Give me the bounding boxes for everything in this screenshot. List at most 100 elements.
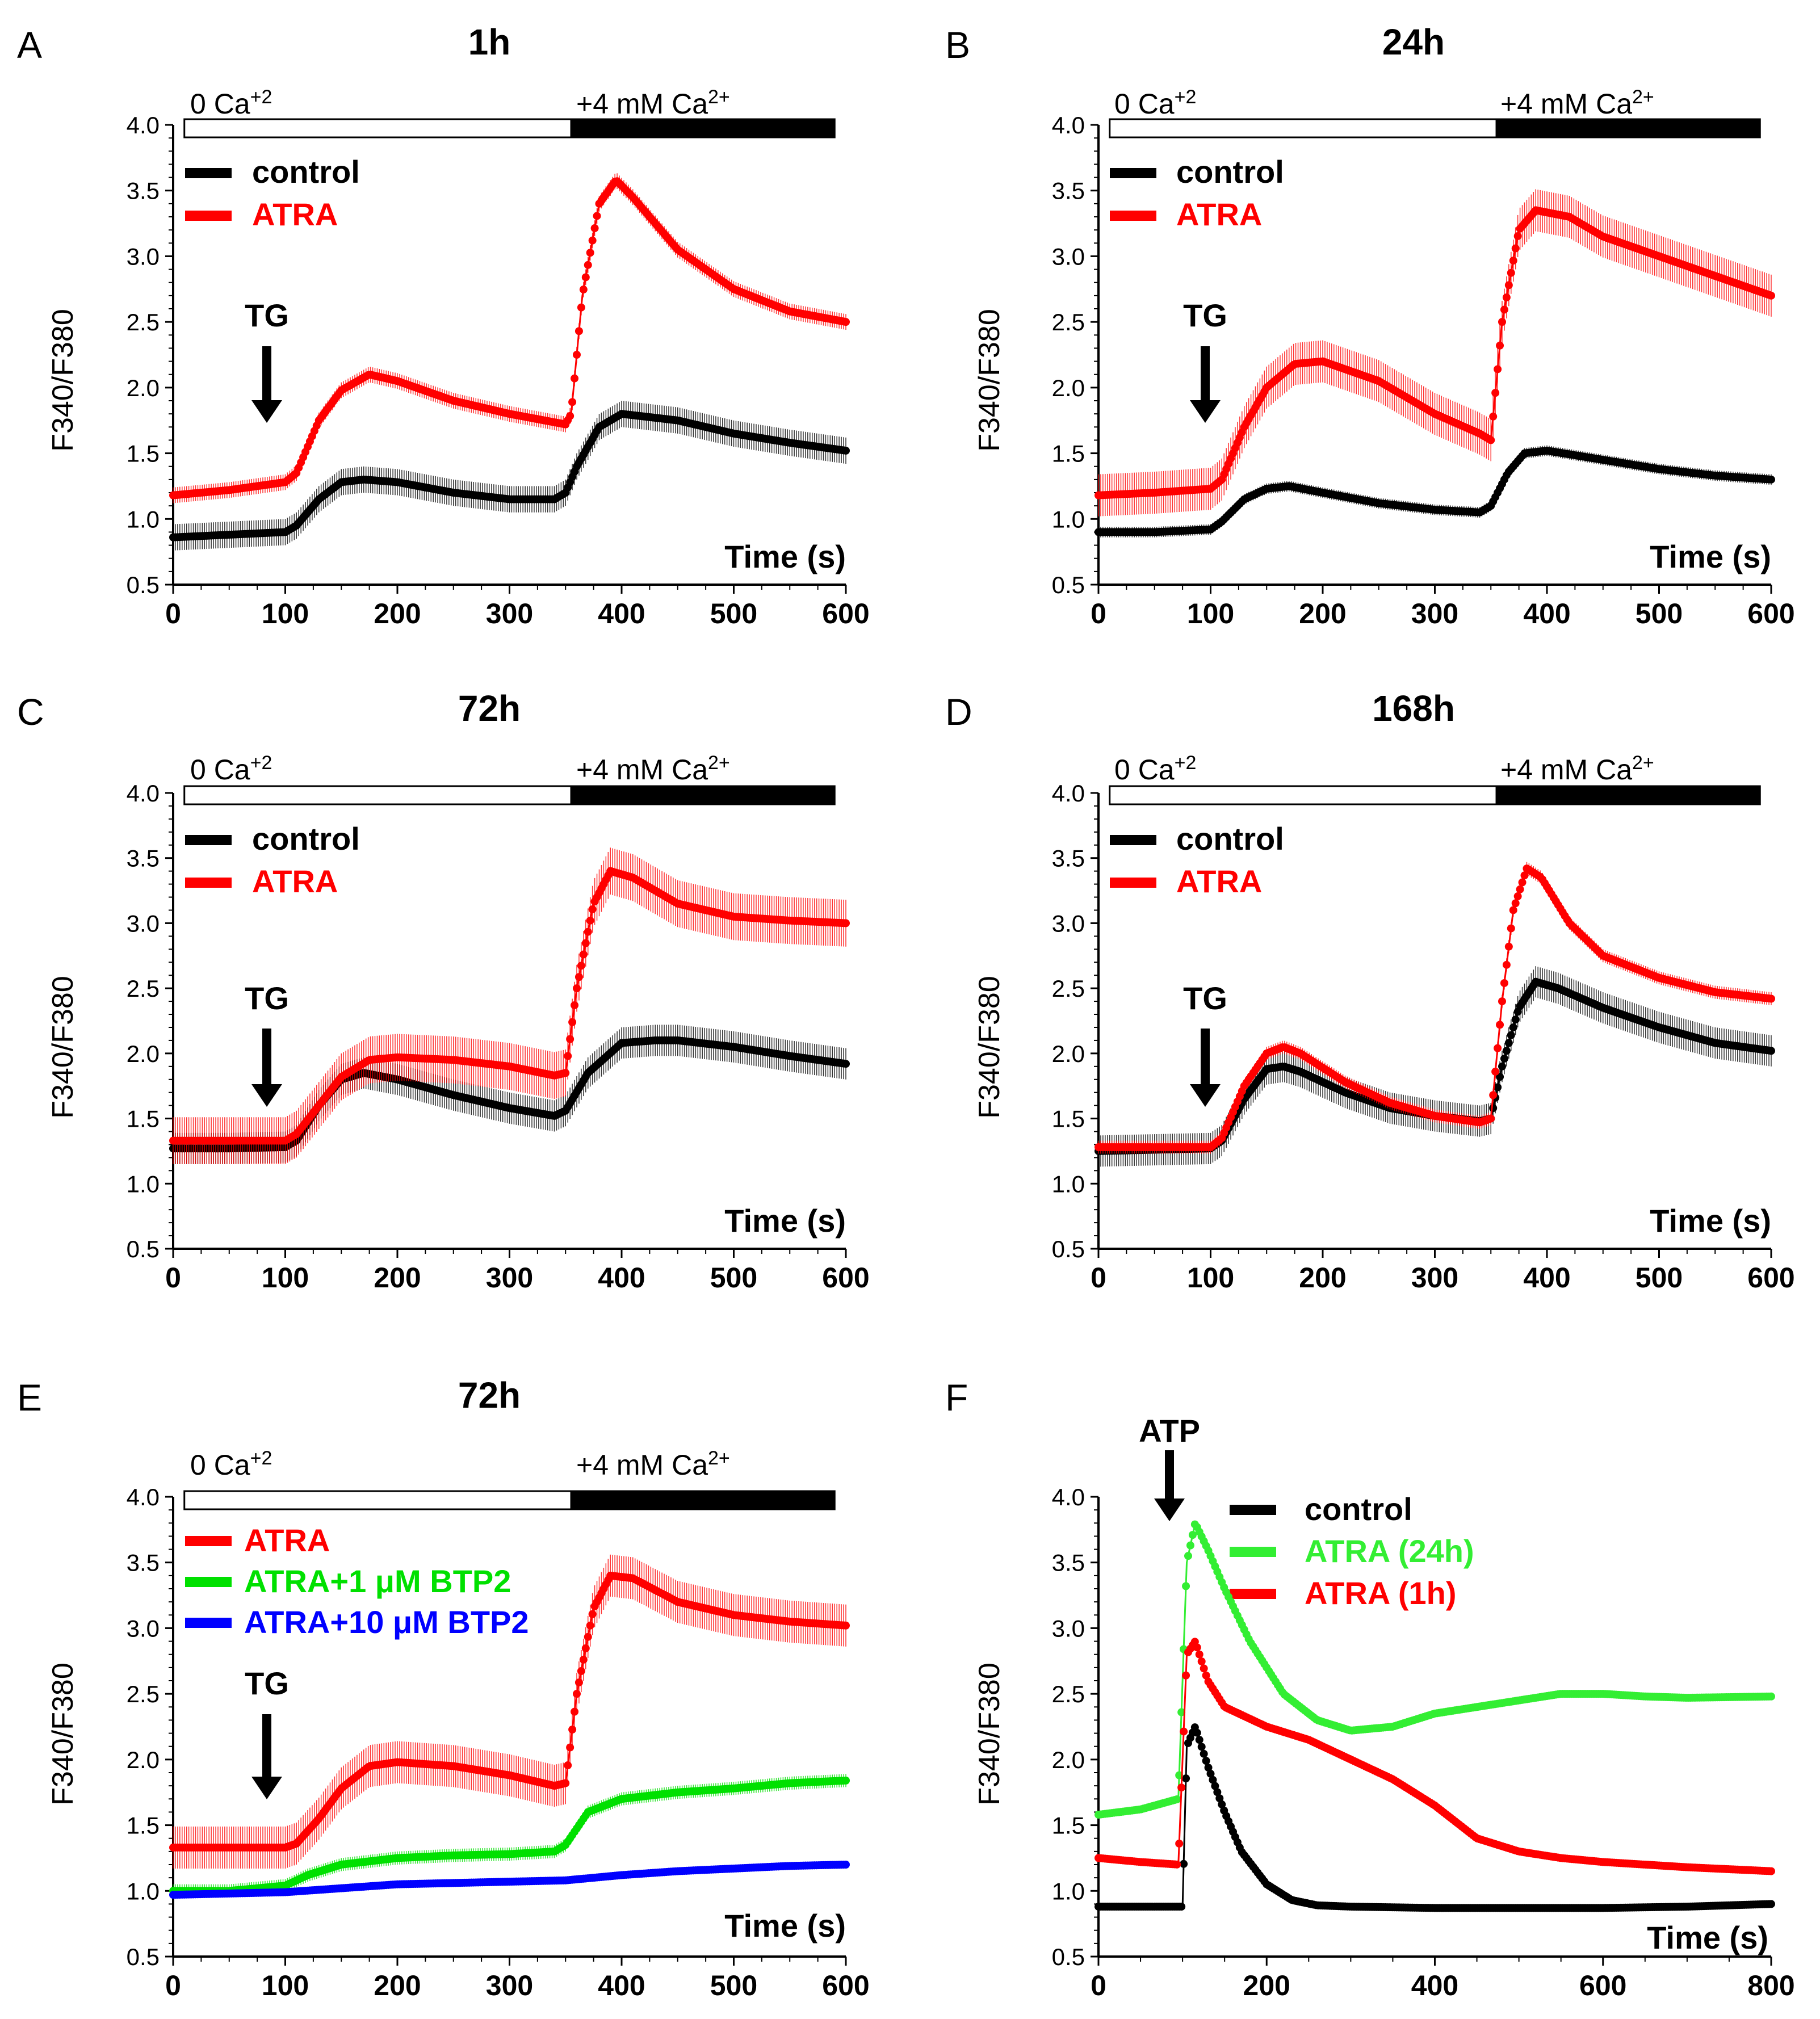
data-point	[1489, 1104, 1498, 1113]
y-tick-label: 4.0	[1052, 112, 1085, 138]
x-tick-label: 0	[165, 1262, 181, 1294]
data-point	[842, 919, 850, 927]
x-tick-label: 600	[822, 598, 869, 629]
data-point	[1487, 436, 1495, 444]
panel-title: 168h	[1372, 688, 1455, 729]
data-point	[842, 318, 850, 326]
add-ca-label: +4 mM Ca2+	[576, 752, 730, 786]
data-point	[1504, 942, 1513, 951]
data-point	[1496, 1021, 1504, 1029]
data-point	[590, 224, 599, 233]
y-axis-label: F340/F380	[47, 976, 79, 1119]
x-tick-label: 600	[1747, 1262, 1794, 1294]
x-tick-label: 500	[1636, 1262, 1683, 1294]
panel-a: A 1h F340/F380 control ATRA TG 0 Ca+2 +4…	[17, 22, 870, 629]
data-point	[1504, 281, 1513, 289]
panel-d: D 168h F340/F380 control ATRA TG 0 Ca+2 …	[945, 688, 1795, 1294]
y-tick-label: 2.5	[1052, 309, 1085, 335]
data-point	[1498, 318, 1506, 326]
x-tick-label: 300	[1411, 598, 1458, 629]
zero-ca-bar	[1109, 785, 1498, 805]
x-tick-label: 600	[1747, 598, 1794, 629]
y-tick-label: 2.5	[127, 309, 160, 335]
y-tick-label: 2.0	[127, 1040, 160, 1067]
zero-ca-label: 0 Ca+2	[1114, 752, 1196, 786]
data-point	[581, 273, 590, 282]
data-point	[577, 303, 585, 312]
data-point	[581, 939, 590, 947]
tg-label: TG	[1183, 980, 1227, 1016]
y-tick-label: 2.0	[1052, 1040, 1085, 1067]
data-point	[566, 1035, 574, 1043]
zero-ca-label: 0 Ca+2	[190, 86, 272, 120]
y-tick-label: 0.5	[1052, 1236, 1085, 1262]
x-tick-label: 200	[374, 598, 421, 629]
data-point	[1491, 389, 1500, 397]
data-point	[1518, 878, 1527, 887]
x-tick-label: 500	[710, 598, 757, 629]
add-ca-label: +4 mM Ca2+	[1500, 86, 1654, 120]
y-tick-label: 1.0	[127, 506, 160, 532]
add-ca-label: +4 mM Ca2+	[576, 86, 730, 120]
y-axis-label: F340/F380	[973, 309, 1006, 452]
arrow-head	[251, 400, 282, 423]
y-axis-label: F340/F380	[47, 309, 79, 452]
x-tick-label: 0	[1091, 598, 1106, 629]
data-point	[588, 236, 597, 245]
data-point	[1504, 1039, 1513, 1047]
series-atra	[1094, 189, 1775, 517]
data-point	[1511, 899, 1520, 908]
data-point	[1502, 1047, 1511, 1055]
x-tick-label: 200	[1299, 598, 1346, 629]
series-control	[1094, 445, 1775, 538]
data-point	[1502, 960, 1511, 969]
data-point	[1491, 1067, 1500, 1076]
data-point	[1498, 997, 1506, 1006]
y-tick-label: 2.0	[1052, 375, 1085, 401]
data-point	[586, 916, 594, 925]
data-point	[1511, 1015, 1520, 1024]
y-tick-label: 3.0	[1052, 243, 1085, 270]
data-point	[1507, 268, 1515, 277]
y-tick-label: 3.5	[127, 178, 160, 204]
data-point	[1498, 1062, 1506, 1071]
add-ca-bar	[570, 785, 836, 805]
data-point	[1509, 257, 1517, 265]
x-tick-label: 100	[1187, 598, 1234, 629]
data-point	[1502, 293, 1511, 301]
data-point	[568, 398, 577, 406]
data-point	[564, 1052, 572, 1060]
series-atra	[1094, 862, 1775, 1154]
tg-label: TG	[245, 980, 289, 1016]
y-tick-label: 3.5	[1052, 178, 1085, 204]
arrow-head	[1190, 400, 1221, 423]
add-ca-bar	[1495, 785, 1761, 805]
x-axis-label: Time (s)	[724, 1203, 846, 1239]
y-tick-label: 1.5	[1052, 1106, 1085, 1132]
y-tick-label: 1.5	[127, 440, 160, 467]
y-tick-label: 4.0	[127, 780, 160, 807]
data-point	[1513, 892, 1522, 901]
data-point	[584, 927, 592, 936]
x-tick-label: 200	[1299, 1262, 1346, 1294]
data-point	[568, 1018, 577, 1026]
x-tick-label: 400	[598, 1262, 645, 1294]
data-point	[588, 905, 597, 913]
x-tick-label: 300	[1411, 1262, 1458, 1294]
y-tick-label: 1.0	[127, 1170, 160, 1197]
y-axis-label: F340/F380	[973, 976, 1006, 1119]
legend-label: control	[252, 154, 360, 190]
data-point	[1509, 906, 1517, 914]
data-point	[1511, 244, 1520, 253]
add-ca-bar	[570, 118, 836, 138]
panel-b: B 24h F340/F380 control ATRA TG 0 Ca+2 +…	[945, 22, 1795, 629]
x-tick-label: 600	[822, 1262, 869, 1294]
data-point	[1500, 1055, 1508, 1063]
x-tick-label: 400	[1523, 598, 1570, 629]
y-tick-label: 3.0	[127, 243, 160, 270]
data-point	[1489, 412, 1498, 421]
x-tick-label: 0	[1091, 1262, 1106, 1294]
data-point	[579, 950, 588, 959]
data-point	[1500, 979, 1508, 987]
